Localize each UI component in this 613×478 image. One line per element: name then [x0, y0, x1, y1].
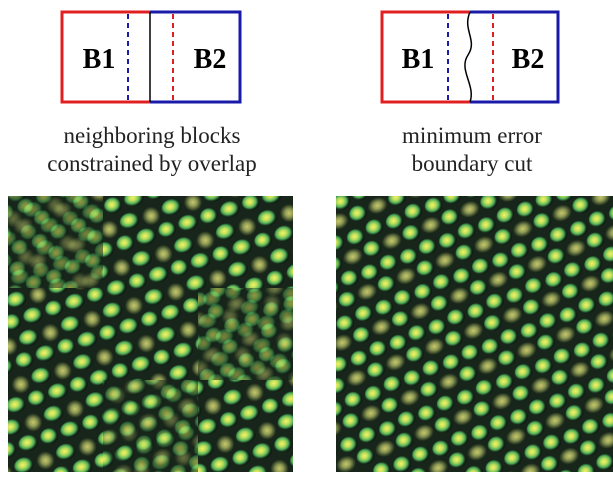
caption: constrained by overlap [47, 151, 256, 176]
block-label: B2 [512, 44, 545, 75]
overlap-diagram: B1 B2 [62, 12, 240, 102]
block-label: B2 [194, 44, 227, 75]
caption: neighboring blocks [64, 123, 241, 148]
texture-boundary-cut [336, 196, 613, 472]
figure: B1 B2 neighboring blocks constrained by … [0, 0, 613, 478]
caption: minimum error [402, 123, 542, 148]
boundary-cut-diagram: B1 B2 [382, 12, 558, 102]
block-label: B1 [402, 44, 435, 75]
caption: boundary cut [412, 151, 533, 176]
block-label: B1 [83, 44, 116, 75]
texture-overlap [8, 196, 293, 472]
